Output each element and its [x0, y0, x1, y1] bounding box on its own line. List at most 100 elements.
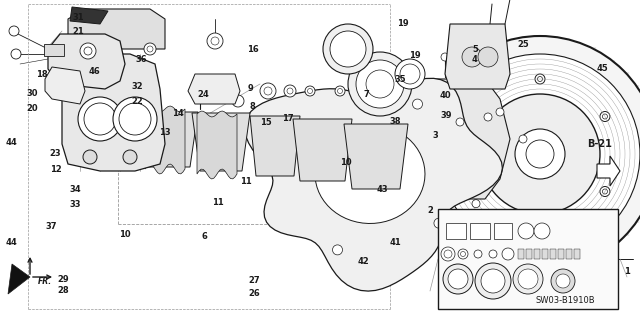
Text: 16: 16	[247, 45, 259, 54]
Circle shape	[535, 224, 545, 234]
Bar	[550, 249, 556, 259]
Circle shape	[417, 101, 493, 177]
Circle shape	[448, 269, 468, 289]
Circle shape	[472, 189, 477, 194]
Circle shape	[475, 263, 511, 299]
Circle shape	[461, 251, 465, 256]
Text: 10: 10	[340, 158, 351, 167]
Bar	[526, 249, 532, 259]
Text: 20: 20	[26, 104, 38, 113]
Circle shape	[400, 64, 420, 84]
Bar	[446, 223, 466, 239]
Text: 17: 17	[282, 114, 294, 122]
Polygon shape	[405, 79, 510, 199]
Text: 4: 4	[472, 55, 478, 63]
Text: FR.: FR.	[38, 278, 52, 286]
Polygon shape	[70, 7, 108, 24]
Text: 13: 13	[159, 128, 171, 137]
Text: 15: 15	[260, 118, 272, 127]
Circle shape	[330, 31, 366, 67]
Polygon shape	[8, 264, 30, 294]
Text: 44: 44	[6, 138, 17, 147]
Text: 43: 43	[377, 185, 388, 194]
Circle shape	[441, 247, 455, 261]
Circle shape	[441, 53, 449, 61]
Circle shape	[144, 43, 156, 55]
Text: 45: 45	[597, 64, 609, 73]
Text: 39: 39	[441, 111, 452, 120]
Polygon shape	[315, 124, 425, 224]
Circle shape	[489, 250, 497, 258]
Text: 35: 35	[395, 75, 406, 84]
Circle shape	[260, 83, 276, 99]
Text: 6: 6	[202, 232, 208, 241]
Text: 18: 18	[36, 70, 47, 79]
Circle shape	[425, 116, 433, 124]
Circle shape	[502, 248, 514, 260]
Bar	[494, 223, 512, 239]
Circle shape	[462, 47, 482, 67]
Circle shape	[337, 88, 342, 93]
Circle shape	[232, 95, 244, 107]
Polygon shape	[62, 54, 165, 171]
Text: 10: 10	[119, 230, 131, 239]
Text: 26: 26	[248, 289, 260, 298]
Circle shape	[405, 89, 505, 189]
Bar	[438, 209, 618, 309]
Text: 46: 46	[89, 67, 100, 76]
Text: 19: 19	[397, 19, 409, 28]
Circle shape	[484, 113, 492, 121]
Bar	[574, 249, 580, 259]
Circle shape	[472, 200, 480, 208]
Circle shape	[211, 37, 219, 45]
Polygon shape	[597, 156, 620, 186]
Polygon shape	[145, 106, 185, 174]
Text: 3: 3	[433, 131, 438, 140]
Circle shape	[461, 53, 469, 61]
Circle shape	[474, 250, 482, 258]
Circle shape	[348, 52, 412, 116]
Circle shape	[602, 189, 607, 194]
Polygon shape	[293, 119, 352, 181]
Circle shape	[538, 77, 543, 81]
Circle shape	[264, 87, 272, 95]
Circle shape	[443, 264, 473, 294]
Circle shape	[461, 166, 469, 174]
Circle shape	[600, 112, 610, 122]
Text: 40: 40	[440, 91, 451, 100]
Circle shape	[356, 60, 404, 108]
Polygon shape	[197, 111, 237, 179]
Bar	[44, 44, 64, 56]
Circle shape	[470, 112, 480, 122]
Circle shape	[556, 274, 570, 288]
Polygon shape	[192, 113, 250, 171]
Circle shape	[9, 26, 19, 36]
Circle shape	[480, 94, 600, 214]
Circle shape	[600, 187, 610, 197]
Text: 2: 2	[427, 206, 433, 215]
Circle shape	[433, 117, 477, 161]
Text: 36: 36	[135, 56, 147, 64]
Circle shape	[207, 33, 223, 49]
Polygon shape	[68, 9, 165, 49]
Circle shape	[518, 223, 534, 239]
Text: 1: 1	[624, 267, 630, 276]
Text: 12: 12	[50, 165, 61, 174]
Circle shape	[602, 114, 607, 119]
Circle shape	[395, 59, 425, 89]
Circle shape	[287, 88, 293, 94]
Text: 24: 24	[198, 90, 209, 99]
Text: 27: 27	[248, 276, 260, 285]
Circle shape	[472, 70, 480, 78]
Circle shape	[147, 46, 153, 52]
Polygon shape	[48, 34, 125, 89]
Circle shape	[461, 105, 469, 113]
Circle shape	[513, 264, 543, 294]
Text: 33: 33	[70, 200, 81, 209]
Circle shape	[123, 150, 137, 164]
Text: 23: 23	[50, 149, 61, 158]
Text: 14: 14	[172, 109, 184, 118]
Circle shape	[518, 269, 538, 289]
Text: 21: 21	[72, 27, 84, 36]
Text: 32: 32	[132, 82, 143, 91]
